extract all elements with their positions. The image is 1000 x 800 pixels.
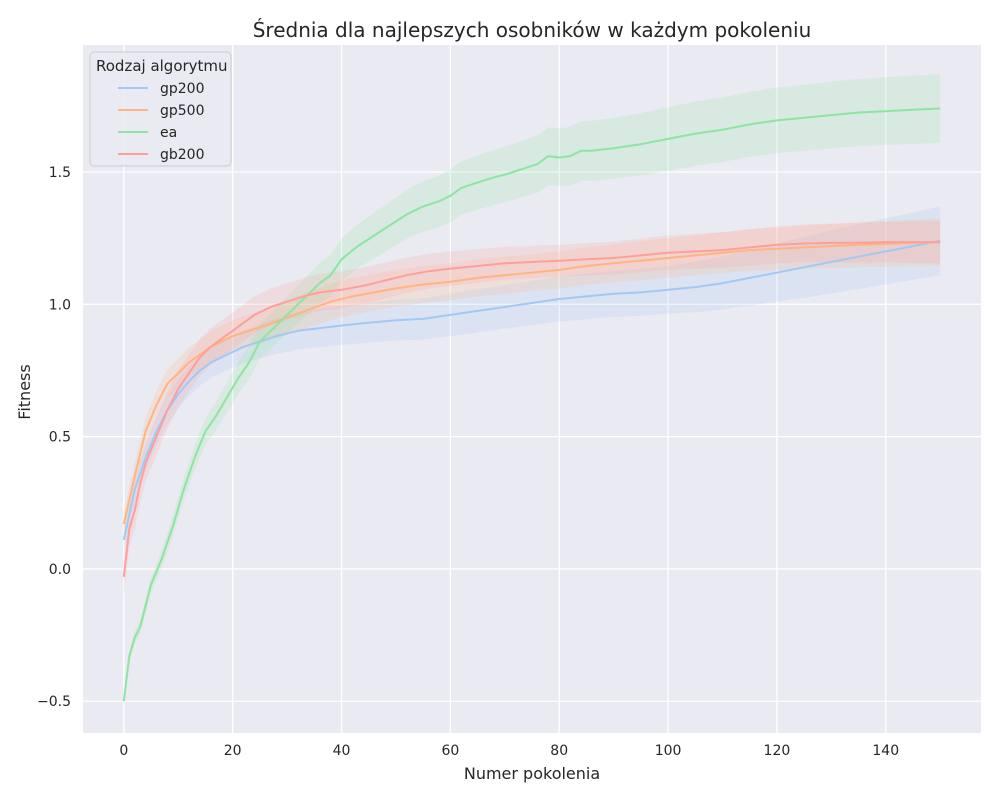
confidence-bands — [123, 74, 941, 707]
x-tick-label: 140 — [872, 743, 899, 759]
y-tick-label: 1.0 — [49, 297, 71, 313]
legend-label-gb200: gb200 — [160, 147, 205, 163]
line-gb200 — [122, 241, 941, 578]
y-tick-label: 0.0 — [49, 562, 71, 578]
band-gp200 — [123, 206, 941, 554]
legend-label-gp200: gp200 — [160, 81, 205, 97]
band-gb200 — [123, 221, 941, 596]
x-tick-label: 100 — [655, 743, 682, 759]
line-gp200 — [122, 239, 941, 541]
band-ea — [123, 74, 941, 707]
line-ea — [122, 107, 941, 702]
legend-box — [89, 51, 232, 167]
y-tick-labels: −0.5 0.0 0.5 1.0 1.5 — [37, 165, 71, 710]
legend-label-gp500: gp500 — [160, 103, 205, 119]
chart-title: Średnia dla najlepszych osobników w każd… — [253, 18, 812, 42]
legend-label-ea: ea — [160, 125, 177, 141]
series-lines — [122, 107, 941, 702]
x-tick-label: 40 — [333, 743, 351, 759]
legend: Rodzaj algorytmu gp200 gp500 ea gb200 — [89, 51, 232, 167]
y-axis-label: Fitness — [15, 364, 34, 419]
x-tick-label: 60 — [441, 743, 459, 759]
line-gp500 — [122, 241, 941, 525]
x-axis-label: Numer pokolenia — [464, 764, 600, 783]
legend-title: Rodzaj algorytmu — [96, 57, 228, 75]
x-tick-label: 120 — [764, 743, 791, 759]
x-tick-labels: 0 20 40 60 80 100 120 140 — [119, 743, 899, 759]
y-tick-label: −0.5 — [37, 694, 71, 710]
x-tick-label: 80 — [550, 743, 568, 759]
y-tick-label: 1.5 — [49, 165, 71, 181]
y-tick-label: 0.5 — [49, 430, 71, 446]
band-gp500 — [123, 218, 941, 538]
x-tick-label: 20 — [224, 743, 242, 759]
legend-items: gp200 gp500 ea gb200 — [118, 81, 205, 163]
x-tick-label: 0 — [119, 743, 128, 759]
